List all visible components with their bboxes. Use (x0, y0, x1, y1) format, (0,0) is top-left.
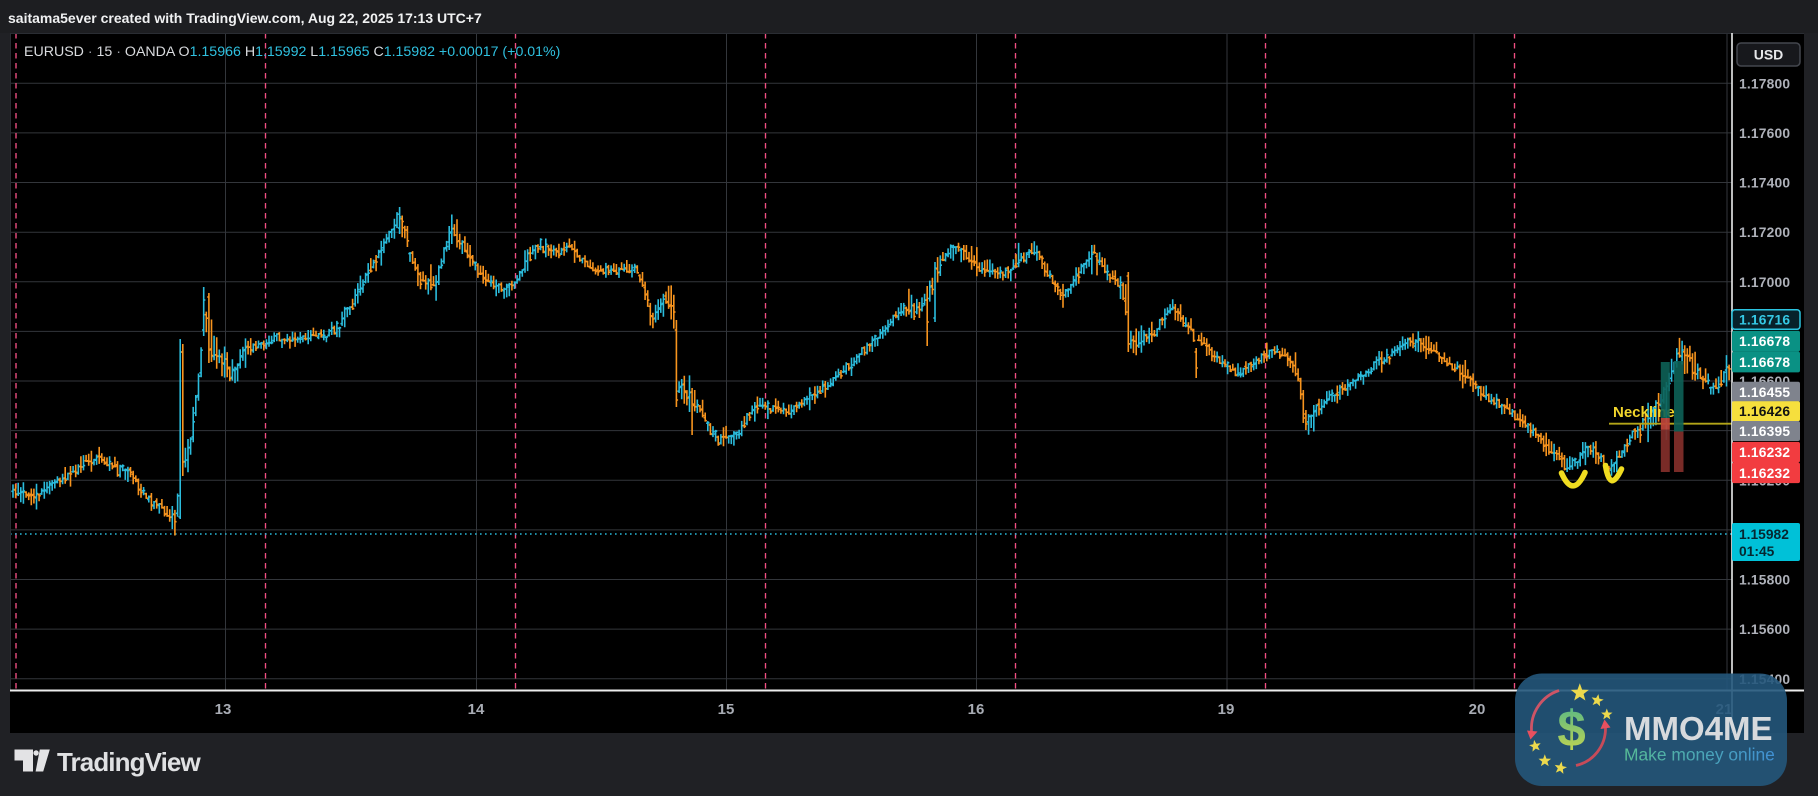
svg-text:1.16426: 1.16426 (1739, 404, 1790, 419)
svg-text:14: 14 (468, 701, 485, 718)
svg-text:1.17800: 1.17800 (1739, 76, 1790, 91)
svg-text:1.16455: 1.16455 (1739, 385, 1790, 400)
svg-text:1.15800: 1.15800 (1739, 573, 1790, 588)
svg-text:1.15982: 1.15982 (1739, 527, 1789, 542)
svg-text:TradingView: TradingView (57, 747, 201, 777)
svg-text:1.17200: 1.17200 (1739, 225, 1790, 240)
svg-text:1.16716: 1.16716 (1739, 313, 1790, 328)
svg-text:MMO4ME: MMO4ME (1624, 710, 1773, 747)
svg-text:20: 20 (1469, 701, 1486, 718)
svg-text:USD: USD (1754, 47, 1784, 63)
svg-text:1.17000: 1.17000 (1739, 275, 1790, 290)
svg-text:1.16232: 1.16232 (1739, 445, 1790, 460)
svg-text:saitama5ever created with Trad: saitama5ever created with TradingView.co… (8, 10, 482, 26)
svg-text:Neckline: Neckline (1613, 404, 1675, 421)
svg-text:1.16232: 1.16232 (1739, 466, 1790, 481)
svg-text:1.17400: 1.17400 (1739, 176, 1790, 191)
svg-text:1.15600: 1.15600 (1739, 622, 1790, 637)
svg-text:01:45: 01:45 (1739, 544, 1775, 559)
svg-text:1.16395: 1.16395 (1739, 424, 1790, 439)
svg-text:13: 13 (215, 701, 232, 718)
svg-text:$: $ (1557, 700, 1585, 757)
svg-text:16: 16 (968, 701, 985, 718)
svg-text:19: 19 (1218, 701, 1235, 718)
svg-text:15: 15 (718, 701, 735, 718)
svg-text:1.17600: 1.17600 (1739, 126, 1790, 141)
svg-text:1.16678: 1.16678 (1739, 355, 1790, 370)
svg-text:Make money online: Make money online (1624, 745, 1775, 765)
svg-text:EURUSD · 15 · OANDA O1.15966: EURUSD · 15 · OANDA O1.15966 H1.15992 L1… (24, 44, 560, 60)
svg-text:1.16678: 1.16678 (1739, 334, 1790, 349)
